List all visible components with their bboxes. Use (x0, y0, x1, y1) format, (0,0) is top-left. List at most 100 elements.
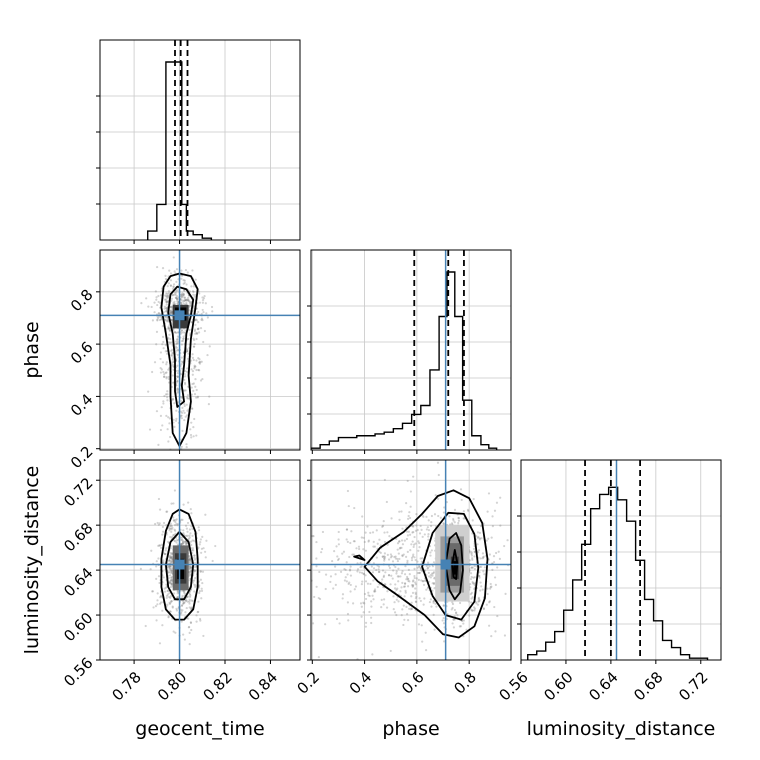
sample-point (417, 623, 421, 626)
sample-point (184, 299, 188, 302)
sample-point (418, 532, 422, 535)
sample-point (189, 304, 192, 307)
sample-point (477, 598, 480, 601)
sample-point (155, 343, 158, 346)
sample-point (421, 580, 424, 583)
sample-point (171, 358, 175, 361)
grid (100, 460, 300, 661)
sample-point (157, 443, 160, 446)
sample-point (190, 606, 193, 609)
sample-point (408, 580, 411, 583)
sample-point (202, 310, 205, 314)
sample-point (169, 527, 172, 530)
sample-point (192, 382, 195, 385)
sample-point (160, 316, 163, 319)
sample-point (400, 572, 404, 575)
sample-point (185, 445, 188, 449)
sample-point (170, 528, 173, 531)
sample-point (403, 573, 407, 576)
sample-point (377, 568, 380, 571)
sample-point (188, 304, 191, 307)
sample-point (183, 411, 186, 414)
sample-point (370, 605, 373, 608)
sample-point (403, 618, 406, 621)
sample-point (184, 599, 188, 602)
sample-point (172, 592, 176, 595)
sample-point (460, 498, 463, 502)
sample-point (194, 318, 198, 321)
sample-point (376, 542, 379, 545)
sample-point (190, 628, 193, 632)
sample-point (168, 565, 171, 569)
sample-point (140, 302, 143, 305)
sample-point (401, 608, 404, 611)
sample-point (380, 598, 383, 601)
sample-point (182, 292, 185, 296)
sample-point (420, 569, 423, 572)
sample-point (187, 300, 191, 303)
sample-point (166, 399, 169, 402)
sample-point (397, 575, 400, 578)
sample-point (192, 549, 195, 552)
sample-point (198, 584, 201, 587)
sample-point (315, 557, 318, 560)
panel-frame (310, 249, 512, 451)
sample-point (176, 302, 179, 305)
sample-point (462, 619, 466, 622)
sample-point (186, 595, 190, 598)
sample-point (163, 587, 166, 590)
sample-point (283, 514, 285, 516)
sample-point (151, 370, 154, 374)
sample-point (153, 361, 157, 364)
sample-point (176, 297, 179, 301)
sample-point (370, 616, 373, 619)
sample-point (169, 524, 172, 527)
sample-point (341, 552, 344, 555)
sample-point (172, 516, 175, 519)
sample-point (198, 358, 201, 361)
sample-point (163, 469, 165, 471)
sample-point (413, 567, 416, 570)
sample-point (186, 298, 190, 302)
sample-point (199, 379, 203, 382)
sample-point (412, 583, 415, 587)
sample-point (193, 364, 196, 367)
sample-point (148, 428, 152, 431)
sample-point (184, 540, 187, 543)
sample-point (471, 558, 474, 561)
x-tick-label-geocent_time: 0.84 (245, 668, 281, 704)
sample-point (180, 301, 183, 304)
sample-point (427, 519, 430, 522)
sample-point (181, 292, 184, 295)
sample-point (208, 345, 211, 348)
sample-point (386, 590, 389, 593)
sample-point (169, 341, 172, 344)
sample-point (387, 574, 391, 577)
sample-point (155, 619, 158, 622)
sample-point (353, 588, 356, 591)
sample-point (197, 526, 200, 529)
sample-point (164, 350, 167, 353)
sample-point (452, 519, 455, 522)
sample-point (163, 553, 166, 556)
sample-point (165, 310, 168, 313)
sample-point (397, 600, 400, 603)
sample-point (166, 428, 169, 431)
sample-point (180, 269, 183, 272)
sample-point (324, 623, 327, 626)
sample-point (433, 581, 436, 585)
sample-point (189, 594, 192, 597)
sample-point (315, 585, 318, 588)
sample-point (176, 390, 179, 393)
sample-point (169, 312, 172, 315)
x-tick-label-geocent_time: 0.82 (199, 668, 235, 704)
sample-point (183, 418, 186, 422)
sample-point (180, 362, 183, 366)
sample-point (168, 592, 171, 595)
sample-point (189, 302, 193, 305)
grid (100, 40, 300, 240)
sample-point (201, 319, 204, 322)
sample-point (271, 551, 273, 553)
sample-point (383, 540, 387, 544)
sample-point (345, 538, 348, 541)
